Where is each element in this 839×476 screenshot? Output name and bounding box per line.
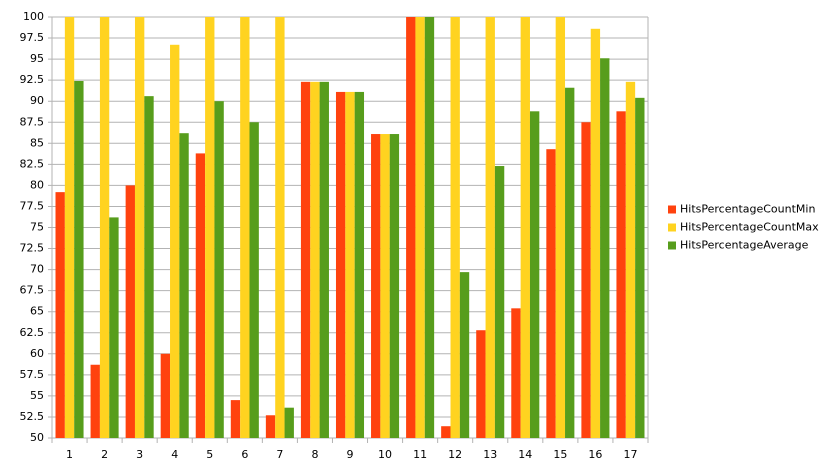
bar bbox=[616, 111, 626, 438]
bar bbox=[380, 134, 390, 438]
bar bbox=[249, 122, 259, 438]
x-tick-label: 1 bbox=[66, 448, 73, 461]
bar bbox=[511, 308, 521, 438]
bar bbox=[459, 272, 470, 438]
bar bbox=[240, 17, 250, 438]
bar bbox=[424, 17, 435, 438]
bar bbox=[170, 44, 180, 438]
bar bbox=[600, 58, 610, 439]
y-tick-label: 75 bbox=[30, 221, 44, 234]
bar bbox=[125, 185, 135, 438]
bar bbox=[406, 17, 416, 438]
x-tick-label: 6 bbox=[241, 448, 248, 461]
bar bbox=[450, 17, 460, 438]
bar bbox=[160, 353, 171, 438]
bar bbox=[335, 91, 346, 439]
bar bbox=[581, 122, 591, 438]
x-tick-label: 16 bbox=[588, 448, 602, 461]
bar bbox=[275, 17, 285, 438]
y-tick-label: 70 bbox=[30, 263, 44, 276]
x-tick-label: 13 bbox=[483, 448, 497, 461]
bar bbox=[55, 192, 65, 438]
bar bbox=[265, 415, 276, 438]
legend-label: HitsPercentageCountMin bbox=[680, 203, 815, 216]
legend-swatch bbox=[668, 205, 676, 214]
bar bbox=[230, 400, 241, 438]
bar bbox=[310, 81, 320, 439]
y-tick-label: 100 bbox=[23, 10, 44, 23]
bar bbox=[441, 426, 451, 438]
bar bbox=[99, 17, 110, 438]
x-tick-label: 17 bbox=[623, 448, 637, 461]
y-tick-label: 95 bbox=[30, 52, 44, 65]
bar bbox=[214, 101, 224, 438]
y-tick-label: 92.5 bbox=[20, 73, 45, 86]
bar bbox=[319, 81, 329, 439]
legend-swatch bbox=[668, 241, 676, 250]
x-tick-label: 9 bbox=[347, 448, 354, 461]
bar bbox=[205, 17, 215, 438]
bar bbox=[476, 330, 486, 438]
x-tick-label: 11 bbox=[413, 448, 427, 461]
bar bbox=[546, 149, 556, 438]
bar bbox=[555, 17, 566, 438]
bar bbox=[144, 96, 154, 438]
legend-label: HitsPercentageAverage bbox=[680, 239, 809, 252]
bar bbox=[74, 80, 84, 438]
x-tick-label: 10 bbox=[378, 448, 392, 461]
legend-label: HitsPercentageCountMax bbox=[680, 221, 819, 234]
y-tick-label: 72.5 bbox=[20, 242, 45, 255]
y-tick-label: 50 bbox=[30, 431, 44, 444]
bar bbox=[485, 17, 495, 438]
y-tick-label: 55 bbox=[30, 389, 44, 402]
bar bbox=[345, 91, 355, 439]
y-tick-label: 57.5 bbox=[20, 368, 45, 381]
y-tick-label: 65 bbox=[30, 305, 44, 318]
x-tick-label: 2 bbox=[101, 448, 108, 461]
y-tick-label: 62.5 bbox=[20, 326, 45, 339]
bar bbox=[195, 153, 206, 439]
bar bbox=[371, 134, 381, 438]
y-tick-label: 87.5 bbox=[20, 115, 45, 128]
x-tick-label: 15 bbox=[553, 448, 567, 461]
x-tick-label: 3 bbox=[136, 448, 143, 461]
bar bbox=[415, 17, 425, 438]
y-tick-label: 85 bbox=[30, 136, 44, 149]
y-tick-label: 90 bbox=[30, 94, 44, 107]
y-tick-label: 80 bbox=[30, 178, 44, 191]
x-tick-label: 7 bbox=[276, 448, 283, 461]
y-tick-label: 60 bbox=[30, 347, 44, 360]
y-tick-label: 97.5 bbox=[20, 31, 45, 44]
bar bbox=[389, 134, 400, 438]
bar bbox=[300, 81, 311, 439]
bar bbox=[64, 17, 75, 438]
bar bbox=[354, 91, 365, 439]
x-tick-label: 8 bbox=[311, 448, 318, 461]
bar bbox=[520, 17, 530, 438]
bar bbox=[494, 166, 505, 438]
x-tick-label: 12 bbox=[448, 448, 462, 461]
y-tick-label: 77.5 bbox=[20, 199, 45, 212]
y-tick-label: 82.5 bbox=[20, 157, 45, 170]
bar bbox=[109, 217, 119, 438]
y-tick-label: 52.5 bbox=[20, 410, 45, 423]
y-tick-label: 67.5 bbox=[20, 284, 45, 297]
x-tick-label: 14 bbox=[518, 448, 532, 461]
bar bbox=[635, 97, 645, 438]
bar bbox=[90, 364, 100, 438]
bar bbox=[284, 407, 294, 438]
bar bbox=[565, 87, 575, 438]
legend-swatch bbox=[668, 223, 676, 232]
bar bbox=[179, 133, 189, 439]
bar bbox=[590, 28, 601, 439]
x-tick-label: 4 bbox=[171, 448, 178, 461]
bar bbox=[625, 81, 636, 439]
x-tick-label: 5 bbox=[206, 448, 213, 461]
bar bbox=[529, 111, 540, 438]
bar bbox=[134, 17, 145, 438]
